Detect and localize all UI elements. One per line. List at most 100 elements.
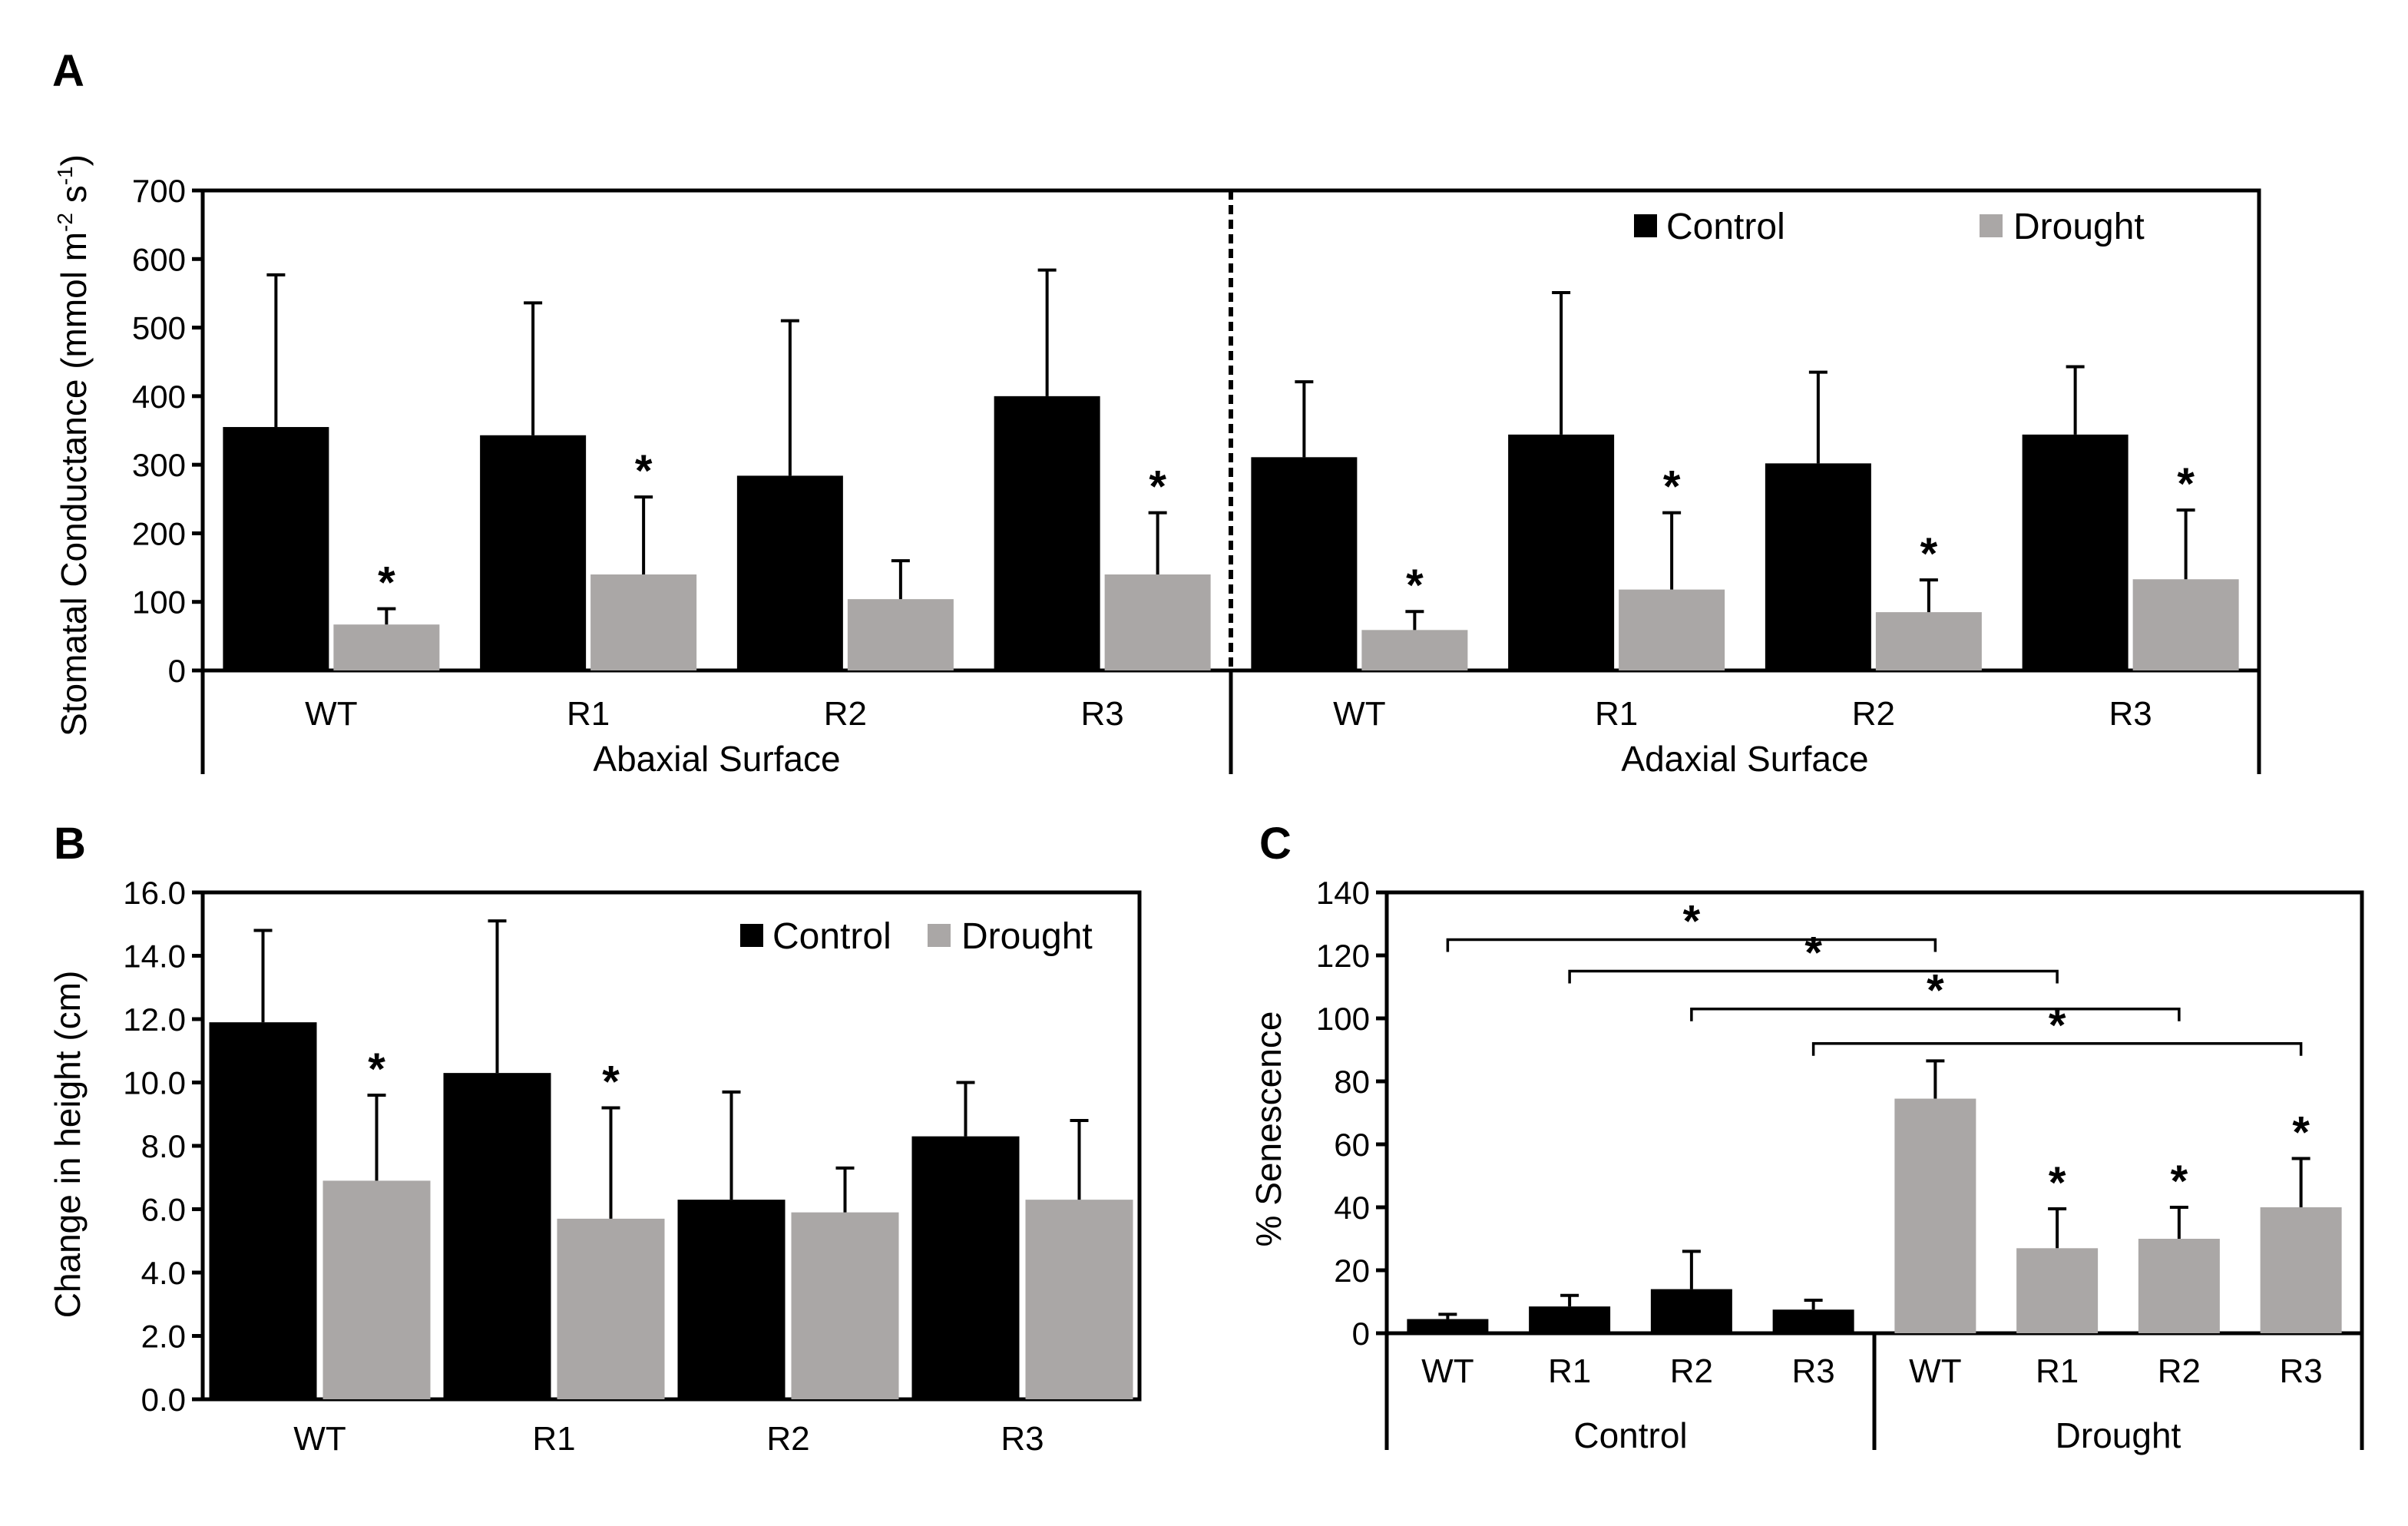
panel-c-ytick-label: 20 bbox=[1334, 1253, 1370, 1289]
panel-a-bar-drought bbox=[848, 599, 954, 670]
panel-c-bar-drought bbox=[2261, 1207, 2342, 1333]
panel-c-bar-drought bbox=[2016, 1248, 2098, 1333]
panel-a-bar-control bbox=[223, 427, 329, 670]
panel-b-significance-star: * bbox=[602, 1058, 620, 1107]
panel-a-ylabel-main: Stomatal Conductance (mmol m bbox=[54, 232, 94, 737]
panel-c-group-label: Drought bbox=[2056, 1415, 2181, 1455]
panel-a-category-label: R3 bbox=[2109, 695, 2152, 733]
panel-b-bar-control bbox=[444, 1073, 551, 1399]
panel-b-bar-drought bbox=[323, 1180, 431, 1399]
panel-c-ylabel: % Senescence bbox=[1249, 1011, 1288, 1247]
legend-drought-swatch bbox=[928, 924, 951, 947]
panel-a-bar-drought bbox=[1619, 590, 1725, 670]
panel-c-category-label: R2 bbox=[2158, 1352, 2201, 1390]
panel-c-bar-control bbox=[1651, 1289, 1732, 1333]
panel-b-category-label: R3 bbox=[1001, 1420, 1044, 1458]
panel-c-bar-drought bbox=[1894, 1099, 1976, 1333]
panel-b-ytick-label: 8.0 bbox=[141, 1128, 186, 1164]
panel-b-bar-drought bbox=[557, 1219, 665, 1399]
panel-c-bracket-star: * bbox=[1927, 966, 1944, 1016]
panel-a-category-label: WT bbox=[305, 695, 357, 733]
panel-a-significance-star: * bbox=[1920, 529, 1938, 579]
panel-a-ytick-label: 100 bbox=[132, 584, 186, 621]
panel-b-category-label: R1 bbox=[532, 1420, 575, 1458]
panel-b-bar-control bbox=[912, 1137, 1020, 1399]
panel-c-category-label: R2 bbox=[1670, 1352, 1713, 1390]
panel-a-legend: Control Drought bbox=[1634, 207, 2145, 247]
legend-control-label: Control bbox=[772, 916, 891, 957]
panel-a-ylabel-sup1: -2 bbox=[53, 213, 77, 232]
panel-a-ylabel-end: ) bbox=[54, 154, 94, 166]
panel-a-letter: A bbox=[52, 46, 84, 96]
panel-a-category-label: R1 bbox=[567, 695, 610, 733]
panel-a-category-label: R3 bbox=[1081, 695, 1124, 733]
panel-c-ytick-label: 120 bbox=[1316, 938, 1370, 974]
panel-a-ytick-label: 700 bbox=[132, 173, 186, 209]
panel-c-bracket-star: * bbox=[2049, 1001, 2066, 1051]
legend-control-swatch bbox=[1634, 214, 1657, 237]
legend-control-swatch bbox=[740, 924, 763, 947]
panel-a-bar-control bbox=[2023, 435, 2128, 670]
panel-a-ytick-label: 400 bbox=[132, 379, 186, 415]
panel-b-ytick-label: 14.0 bbox=[123, 938, 186, 975]
legend-drought-label: Drought bbox=[2013, 207, 2145, 247]
panel-a-ytick-label: 300 bbox=[132, 447, 186, 483]
panel-a-ylabel-sup2: -1 bbox=[53, 166, 77, 185]
panel-b-legend: Control Drought bbox=[740, 916, 1093, 957]
panel-c-ytick-label: 80 bbox=[1334, 1064, 1370, 1100]
panel-c-significance-star: * bbox=[2292, 1107, 2310, 1157]
panel-c-ytick-label: 140 bbox=[1316, 875, 1370, 911]
panel-b-significance-star: * bbox=[368, 1044, 385, 1094]
panel-c-significance-star: * bbox=[2171, 1157, 2188, 1207]
panel-b-bar-drought bbox=[1026, 1200, 1133, 1399]
panel-a-bar-control bbox=[1765, 463, 1871, 670]
panel-c-letter: C bbox=[1259, 819, 1292, 869]
panel-c-category-label: R1 bbox=[2036, 1352, 2079, 1390]
panel-b-category-label: WT bbox=[293, 1420, 346, 1458]
panel-c-bar-drought bbox=[2138, 1239, 2220, 1333]
panel-a-significance-star: * bbox=[635, 446, 653, 496]
panel-a-ytick-label: 0 bbox=[168, 653, 186, 689]
panel-a-significance-star: * bbox=[1149, 462, 1166, 512]
panel-b-ylabel: Change in height (cm) bbox=[48, 971, 88, 1319]
panel-b-bar-drought bbox=[792, 1213, 899, 1399]
figure: A B C Stomatal Conductance (mmol m-2 s-1… bbox=[0, 0, 2408, 1526]
panel-a-significance-star: * bbox=[2177, 459, 2195, 509]
panel-c-category-label: WT bbox=[1909, 1352, 1961, 1390]
legend-drought-swatch bbox=[1980, 214, 2003, 237]
panel-a-category-label: R2 bbox=[1852, 695, 1895, 733]
panel-a-bar-drought bbox=[333, 624, 439, 670]
panel-a-bar-drought bbox=[2133, 579, 2239, 670]
panel-c-ytick-label: 0 bbox=[1352, 1316, 1370, 1352]
panel-a-bar-drought bbox=[1105, 574, 1211, 670]
panel-b-ytick-label: 12.0 bbox=[123, 1001, 186, 1038]
chart-layer: 0100200300400500600700*WT*R1 R2*R3*WT*R1*… bbox=[123, 173, 2362, 1458]
panel-a-category-label: R2 bbox=[824, 695, 867, 733]
panel-a-significance-star: * bbox=[1406, 561, 1424, 611]
panel-a-ylabel: Stomatal Conductance (mmol m-2 s-1) bbox=[53, 154, 94, 737]
legend-drought-label: Drought bbox=[961, 916, 1093, 957]
panel-a-significance-star: * bbox=[1663, 462, 1681, 512]
panel-a-bar-control bbox=[994, 396, 1100, 670]
panel-c-category-label: WT bbox=[1421, 1352, 1474, 1390]
panel-a-bar-control bbox=[1251, 457, 1357, 670]
panel-a-group-label: Adaxial Surface bbox=[1621, 739, 1868, 779]
panel-c-bar-control bbox=[1529, 1306, 1610, 1333]
panel-c-significance-star: * bbox=[2049, 1158, 2066, 1208]
panel-a-category-label: R1 bbox=[1595, 695, 1638, 733]
panel-a-category-label: WT bbox=[1333, 695, 1385, 733]
panel-c-category-label: R3 bbox=[2280, 1352, 2323, 1390]
panel-b-bar-control bbox=[210, 1022, 317, 1399]
panel-a-bar-control bbox=[1508, 435, 1614, 670]
panel-b-ytick-label: 10.0 bbox=[123, 1065, 186, 1101]
panel-b-ytick-label: 2.0 bbox=[141, 1319, 186, 1355]
legend-control-label: Control bbox=[1666, 207, 1785, 247]
panel-a-ytick-label: 600 bbox=[132, 241, 186, 277]
panel-a-ytick-label: 200 bbox=[132, 515, 186, 551]
panel-c-bar-control bbox=[1773, 1309, 1854, 1333]
panel-a-bar-drought bbox=[1361, 630, 1467, 670]
panel-b-category-label: R2 bbox=[766, 1420, 809, 1458]
panel-c-bar-control bbox=[1407, 1319, 1488, 1333]
panel-a-bar-drought bbox=[1876, 612, 1982, 670]
panel-a-bar-control bbox=[737, 475, 843, 670]
